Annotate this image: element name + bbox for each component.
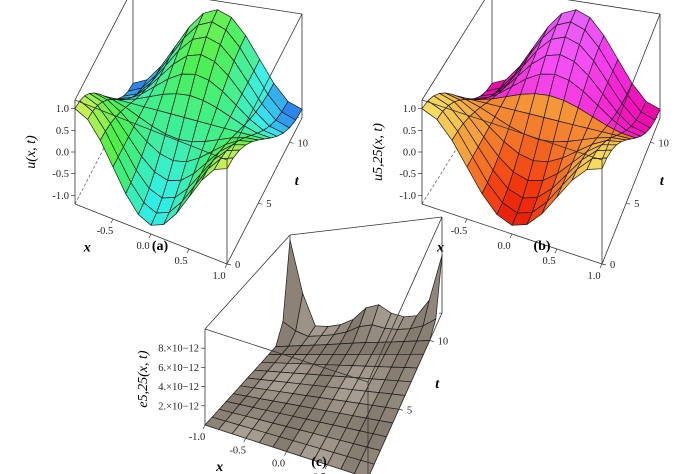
box-edge bbox=[204, 328, 369, 383]
z-tick-label: 6.×10−12 bbox=[158, 363, 199, 374]
x-tick-label: 1.0 bbox=[212, 271, 225, 282]
box-edge bbox=[601, 13, 661, 161]
x-tick-mark bbox=[464, 218, 468, 224]
x-tick-mark bbox=[243, 438, 247, 443]
z-tick-label: -1.0 bbox=[52, 191, 69, 202]
z-tick-label: 1.0 bbox=[403, 104, 416, 115]
surface-cell bbox=[422, 255, 443, 327]
x-tick-mark bbox=[554, 248, 558, 254]
x-axis-label: x bbox=[436, 241, 444, 256]
z-axis-label: u(x, t) bbox=[24, 135, 39, 169]
t-tick-label: 0 bbox=[235, 260, 240, 271]
z-tick-label: 0.0 bbox=[56, 148, 69, 159]
t-tick-label: 5 bbox=[634, 199, 639, 210]
t-tick-label: 0 bbox=[610, 260, 615, 271]
caption-a: (a) bbox=[152, 239, 169, 254]
t-axis-label: t bbox=[435, 377, 440, 392]
x-tick-label: 0.0 bbox=[497, 241, 510, 252]
t-tick-mark bbox=[626, 202, 631, 205]
x-tick-label: 0.5 bbox=[313, 472, 326, 474]
x-tick-label: -0.5 bbox=[229, 445, 246, 456]
z-tick-label: 0.5 bbox=[56, 126, 69, 137]
x-tick-mark bbox=[110, 218, 114, 224]
t-axis-label: t bbox=[660, 174, 665, 189]
z-axis-label: u5,25(x, t) bbox=[371, 123, 386, 181]
x-tick-mark bbox=[284, 451, 287, 456]
t-tick-mark bbox=[226, 263, 232, 266]
z-axis-label: e5,25(x, t) bbox=[136, 350, 151, 407]
x-tick-mark bbox=[148, 233, 152, 239]
x-tick-label: 1.0 bbox=[587, 271, 600, 282]
box-edge bbox=[566, 0, 661, 15]
x-tick-label: -0.5 bbox=[451, 226, 468, 237]
surface-plot-c: -1.0 -0.5 0.0 0.5 1.0 5 10 8.×10−12 6.×10−12 4.×1… bbox=[136, 216, 449, 474]
z-tick-label: 0.0 bbox=[403, 148, 416, 159]
t-tick-mark bbox=[650, 141, 655, 144]
z-tick-label: -1.0 bbox=[399, 191, 416, 202]
x-tick-label: 0.5 bbox=[174, 256, 187, 267]
z-tick-label: 0.5 bbox=[403, 126, 416, 137]
t-tick-label: 10 bbox=[298, 138, 309, 149]
t-tick-mark bbox=[429, 340, 434, 342]
surface-plot-a: -0.5 0.0 0.5 1.0 0 5 10 1.0 0.5 0.0 -0.5 -1.0 x t u(x,… bbox=[24, 0, 308, 282]
z-tick-label: -0.5 bbox=[399, 169, 416, 180]
t-tick-mark bbox=[289, 141, 294, 144]
z-tick-label: -0.5 bbox=[52, 169, 69, 180]
x-tick-mark bbox=[202, 424, 206, 430]
x-tick-label: 0.0 bbox=[136, 241, 149, 252]
z-tick-label: 4.×10−12 bbox=[158, 382, 199, 393]
z-tick-label: 8.×10−12 bbox=[158, 344, 199, 355]
caption-b: (b) bbox=[533, 239, 550, 254]
x-axis-label: x bbox=[215, 460, 223, 474]
surface-cell bbox=[213, 157, 234, 170]
box-edge bbox=[204, 234, 291, 330]
t-tick-label: 10 bbox=[658, 138, 669, 149]
surface-plot-b: -0.5 0.0 0.5 1.0 0 5 10 1.0 0.5 0.0 -0.5 -1.0 x t u5,2… bbox=[371, 0, 669, 282]
t-tick-mark bbox=[398, 408, 403, 411]
box-edge bbox=[74, 99, 228, 161]
t-tick-mark bbox=[258, 202, 263, 205]
box-edge bbox=[421, 0, 485, 101]
x-tick-mark bbox=[599, 263, 603, 269]
x-tick-mark bbox=[224, 263, 228, 269]
t-tick-label: 10 bbox=[438, 337, 449, 348]
x-axis-label: x bbox=[83, 241, 91, 256]
x-tick-label: -0.5 bbox=[97, 226, 114, 237]
box-edge bbox=[289, 216, 443, 236]
x-tick-mark bbox=[186, 248, 190, 254]
z-tick-label: 1.0 bbox=[56, 104, 69, 115]
z-tick-label: 2.×10−12 bbox=[158, 401, 199, 412]
t-tick-label: 5 bbox=[407, 405, 412, 416]
x-tick-label: 0.0 bbox=[272, 459, 285, 470]
box-edge bbox=[367, 216, 443, 383]
t-tick-mark bbox=[601, 263, 607, 266]
x-tick-mark bbox=[324, 464, 328, 469]
x-tick-label: -1.0 bbox=[189, 432, 206, 443]
x-tick-mark bbox=[509, 233, 513, 239]
box-edge bbox=[226, 13, 303, 161]
caption-c: (c) bbox=[311, 455, 327, 470]
x-tick-label: 0.5 bbox=[542, 256, 555, 267]
t-tick-label: 5 bbox=[266, 199, 271, 210]
box-edge bbox=[74, 0, 128, 101]
box-edge bbox=[421, 99, 603, 161]
t-axis-label: t bbox=[295, 174, 300, 189]
box-edge bbox=[208, 0, 303, 15]
